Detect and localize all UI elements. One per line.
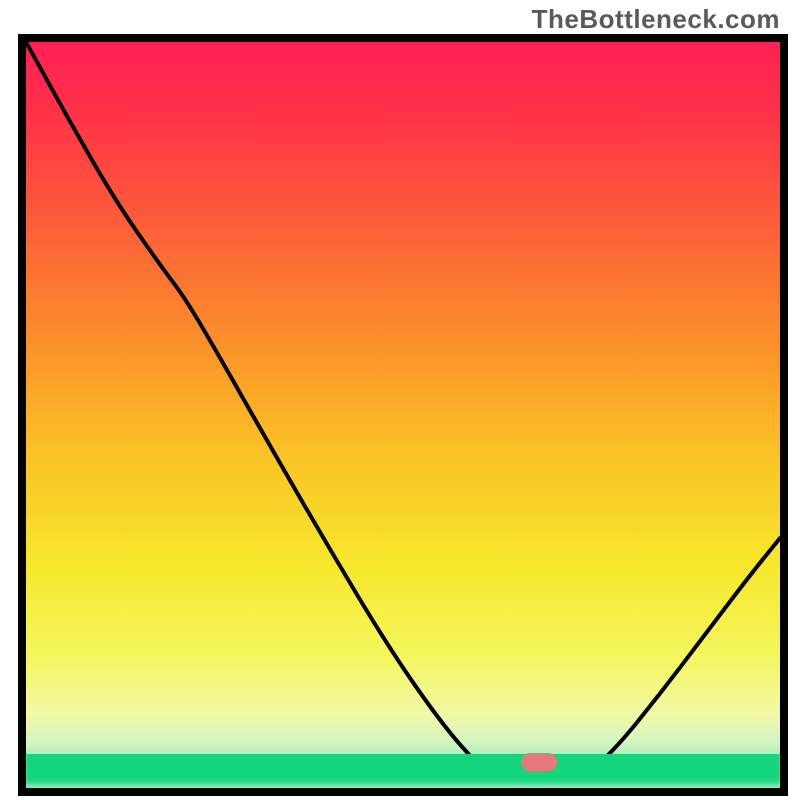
chart-root: TheBottleneck.com xyxy=(0,0,800,800)
watermark-text: TheBottleneck.com xyxy=(532,4,780,35)
plot-area xyxy=(26,42,780,788)
baseline-green-strip xyxy=(26,754,780,788)
curve-path xyxy=(26,42,780,788)
bottleneck-marker xyxy=(521,753,557,771)
curve-svg xyxy=(26,42,780,788)
